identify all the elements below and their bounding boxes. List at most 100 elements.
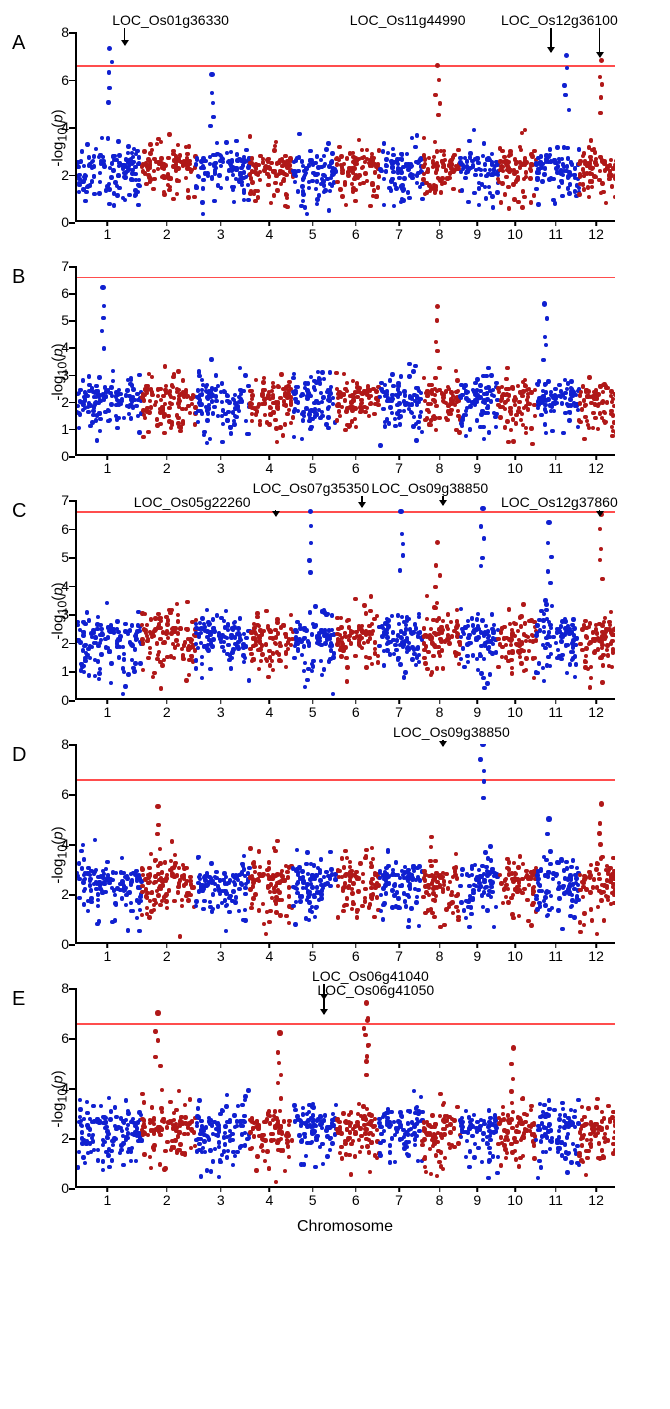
annotation-arrow (323, 998, 325, 1014)
y-tick: 4 (47, 1080, 69, 1096)
x-tick-label: 2 (163, 226, 171, 242)
y-tick: 7 (47, 492, 69, 508)
y-tick: 4 (47, 119, 69, 135)
x-tick-label: 9 (473, 948, 481, 964)
annotation: LOC_Os05g22260 (134, 494, 251, 510)
y-axis-label: -log10(p) (50, 109, 70, 166)
x-tick-label: 3 (217, 460, 225, 476)
y-tick: 8 (47, 980, 69, 996)
x-tick-label: 11 (548, 460, 563, 476)
x-axis-label: Chromosome (75, 1218, 615, 1236)
panel-label: C (12, 500, 26, 523)
y-tick: 6 (47, 786, 69, 802)
x-tick-label: 8 (436, 226, 444, 242)
manhattan-plot (75, 744, 615, 944)
annotation: LOC_Os06g41050 (317, 982, 434, 998)
x-tick-label: 1 (103, 704, 111, 720)
y-tick: 7 (47, 258, 69, 274)
y-tick: 0 (47, 214, 69, 230)
x-ticks: 123456789101112 (75, 944, 615, 966)
x-tick-label: 9 (473, 1192, 481, 1208)
x-tick-label: 11 (548, 226, 563, 242)
annotation-arrow (599, 510, 601, 516)
panel-B: B-log10(p)01234567123456789101112 (20, 266, 650, 478)
x-tick-label: 5 (309, 1192, 317, 1208)
x-tick-label: 2 (163, 948, 171, 964)
x-tick-label: 12 (588, 226, 604, 242)
threshold-line (77, 511, 615, 513)
plot-wrap: LOC_Os09g38850-log10(p)02468123456789101… (75, 744, 650, 966)
x-tick-label: 2 (163, 1192, 171, 1208)
panel-label: B (12, 266, 25, 289)
x-tick-label: 5 (309, 460, 317, 476)
x-tick-label: 7 (395, 948, 403, 964)
panel-E: ELOC_Os06g41040LOC_Os06g41050-log10(p)02… (20, 988, 650, 1210)
y-tick: 3 (47, 367, 69, 383)
y-tick: 6 (47, 285, 69, 301)
y-tick: 6 (47, 521, 69, 537)
x-tick-label: 10 (507, 460, 523, 476)
threshold-line (77, 779, 615, 781)
x-tick-label: 6 (352, 948, 360, 964)
y-tick: 1 (47, 663, 69, 679)
y-axis-label: -log10(p) (50, 826, 70, 883)
annotation-arrow (124, 28, 126, 45)
threshold-line (77, 1023, 615, 1025)
x-tick-label: 10 (507, 704, 523, 720)
y-tick: 2 (47, 167, 69, 183)
plot-wrap: LOC_Os06g41040LOC_Os06g41050-log10(p)024… (75, 988, 650, 1210)
x-ticks: 123456789101112 (75, 700, 615, 722)
y-tick: 2 (47, 1130, 69, 1146)
y-tick: 6 (47, 1030, 69, 1046)
figure-root: ALOC_Os01g36330LOC_Os11g44990LOC_Os12g36… (20, 32, 650, 1236)
x-tick-label: 4 (265, 948, 273, 964)
panel-D: DLOC_Os09g38850-log10(p)0246812345678910… (20, 744, 650, 966)
x-tick-label: 4 (265, 460, 273, 476)
y-tick: 0 (47, 936, 69, 952)
annotation-arrow (442, 740, 444, 746)
x-tick-label: 3 (217, 948, 225, 964)
x-tick-label: 12 (588, 704, 604, 720)
annotation: LOC_Os09g38850 (393, 724, 510, 740)
y-tick: 5 (47, 549, 69, 565)
x-tick-label: 4 (265, 704, 273, 720)
annotation-arrow (599, 28, 601, 57)
y-tick: 8 (47, 24, 69, 40)
y-tick: 3 (47, 606, 69, 622)
plot-wrap: LOC_Os01g36330LOC_Os11g44990LOC_Os12g361… (75, 32, 650, 244)
x-tick-label: 5 (309, 704, 317, 720)
x-tick-label: 1 (103, 948, 111, 964)
x-tick-label: 3 (217, 1192, 225, 1208)
threshold-line (77, 277, 615, 279)
annotation-arrow (442, 496, 444, 505)
annotation-arrow (361, 496, 363, 507)
x-tick-label: 1 (103, 226, 111, 242)
x-tick-label: 4 (265, 226, 273, 242)
x-tick-label: 9 (473, 704, 481, 720)
panel-label: E (12, 988, 25, 1011)
annotation: LOC_Os07g35350 (253, 480, 370, 496)
x-tick-label: 11 (548, 948, 563, 964)
x-tick-label: 7 (395, 226, 403, 242)
annotation: LOC_Os09g38850 (371, 480, 488, 496)
annotation-arrow (550, 28, 552, 52)
x-ticks: 123456789101112 (75, 222, 615, 244)
annotation: LOC_Os01g36330 (112, 12, 229, 28)
annotation-arrow (275, 510, 277, 516)
y-tick: 2 (47, 886, 69, 902)
x-tick-label: 7 (395, 1192, 403, 1208)
x-tick-label: 12 (588, 1192, 604, 1208)
manhattan-plot (75, 988, 615, 1188)
x-tick-label: 6 (352, 1192, 360, 1208)
y-tick: 0 (47, 448, 69, 464)
y-tick: 2 (47, 635, 69, 651)
x-tick-label: 10 (507, 226, 523, 242)
y-tick: 5 (47, 312, 69, 328)
x-tick-label: 10 (507, 948, 523, 964)
x-tick-label: 6 (352, 226, 360, 242)
x-tick-label: 7 (395, 460, 403, 476)
x-tick-label: 12 (588, 460, 604, 476)
x-tick-label: 5 (309, 948, 317, 964)
annotation: LOC_Os12g36100 (501, 12, 618, 28)
manhattan-plot (75, 32, 615, 222)
